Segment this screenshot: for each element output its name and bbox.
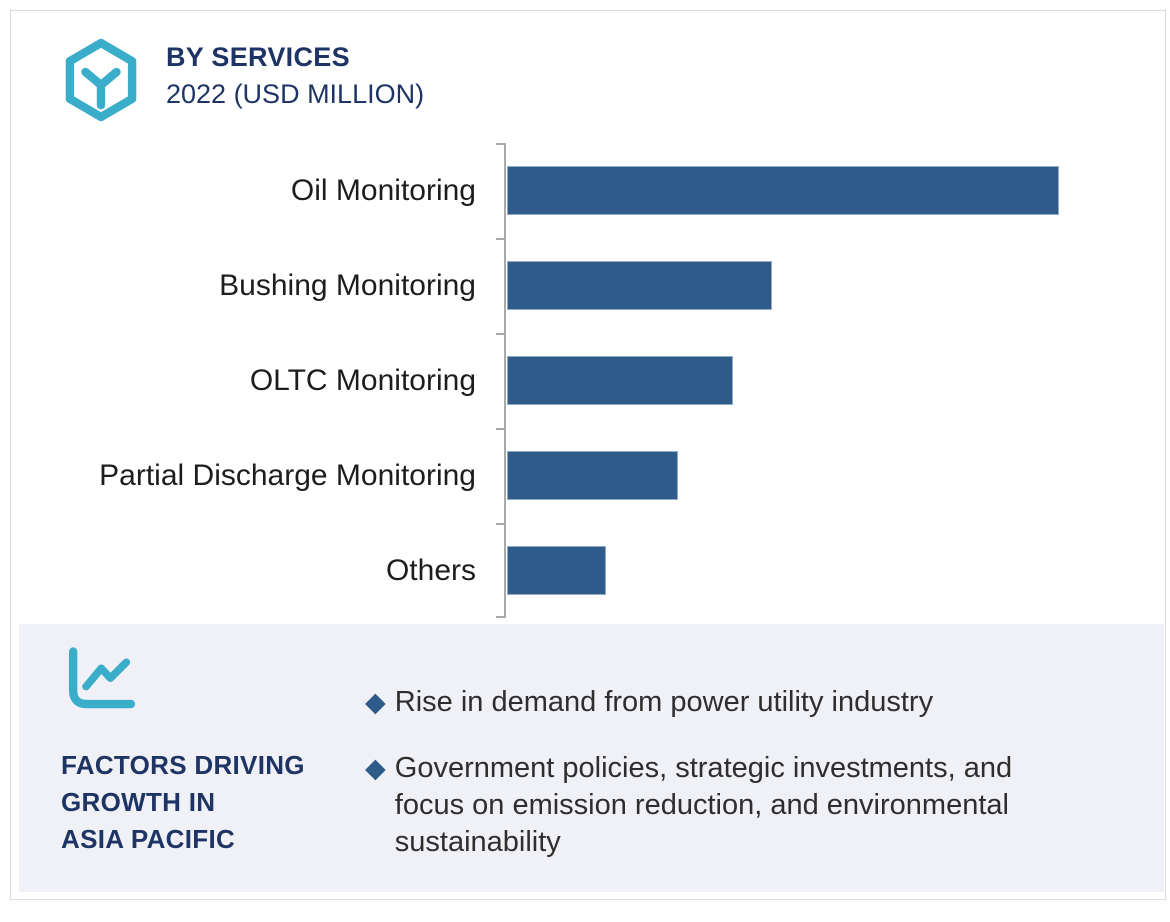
- axis-tick: [496, 238, 506, 240]
- bar: [507, 356, 733, 405]
- bar-row: Others: [11, 523, 1167, 618]
- chart-header: BY SERVICES 2022 (USD MILLION): [166, 42, 424, 110]
- diamond-bullet-icon: ◆: [365, 753, 386, 783]
- factors-heading-line: GROWTH IN: [61, 787, 216, 817]
- chart-subtitle: 2022 (USD MILLION): [166, 79, 425, 109]
- category-label: Bushing Monitoring: [219, 268, 476, 302]
- factors-heading-line: ASIA PACIFIC: [61, 824, 236, 854]
- category-label: Partial Discharge Monitoring: [99, 458, 476, 492]
- factors-panel: FACTORS DRIVING GROWTH IN ASIA PACIFIC ◆…: [19, 624, 1164, 892]
- bar-row: Bushing Monitoring: [11, 238, 1167, 333]
- category-label: OLTC Monitoring: [249, 363, 476, 397]
- factor-text: Government policies, strategic investmen…: [394, 752, 1013, 858]
- bar: [507, 451, 678, 500]
- bar-row: OLTC Monitoring: [11, 333, 1167, 428]
- axis-tick: [496, 523, 506, 525]
- axis-tick: [496, 143, 506, 145]
- bar-row: Partial Discharge Monitoring: [11, 428, 1167, 523]
- axis-tick: [496, 616, 506, 618]
- line-chart-icon: [68, 647, 136, 709]
- list-item: ◆ Government policies, strategic investm…: [365, 750, 1065, 861]
- bar: [507, 546, 606, 595]
- factors-bullet-list: ◆ Rise in demand from power utility indu…: [365, 684, 1065, 890]
- list-item: ◆ Rise in demand from power utility indu…: [365, 684, 1065, 721]
- axis-tick: [496, 428, 506, 430]
- bar: [507, 261, 772, 310]
- chart-title: BY SERVICES: [166, 42, 350, 72]
- bar: [507, 166, 1059, 215]
- bar-chart: Oil Monitoring Bushing Monitoring OLTC Mon…: [11, 143, 1167, 618]
- factor-text: Rise in demand from power utility indust…: [394, 686, 934, 718]
- infographic-frame: BY SERVICES 2022 (USD MILLION) Oil Monit…: [10, 10, 1166, 900]
- axis-tick: [496, 333, 506, 335]
- value-axis-line: [496, 143, 506, 618]
- diamond-bullet-icon: ◆: [365, 687, 386, 717]
- factors-heading-line: FACTORS DRIVING: [61, 750, 305, 780]
- category-label: Others: [385, 553, 476, 587]
- hexagon-y-logo-icon: [65, 38, 137, 122]
- factors-heading: FACTORS DRIVING GROWTH IN ASIA PACIFIC: [61, 747, 305, 858]
- bar-row: Oil Monitoring: [11, 143, 1167, 238]
- category-label: Oil Monitoring: [290, 173, 476, 207]
